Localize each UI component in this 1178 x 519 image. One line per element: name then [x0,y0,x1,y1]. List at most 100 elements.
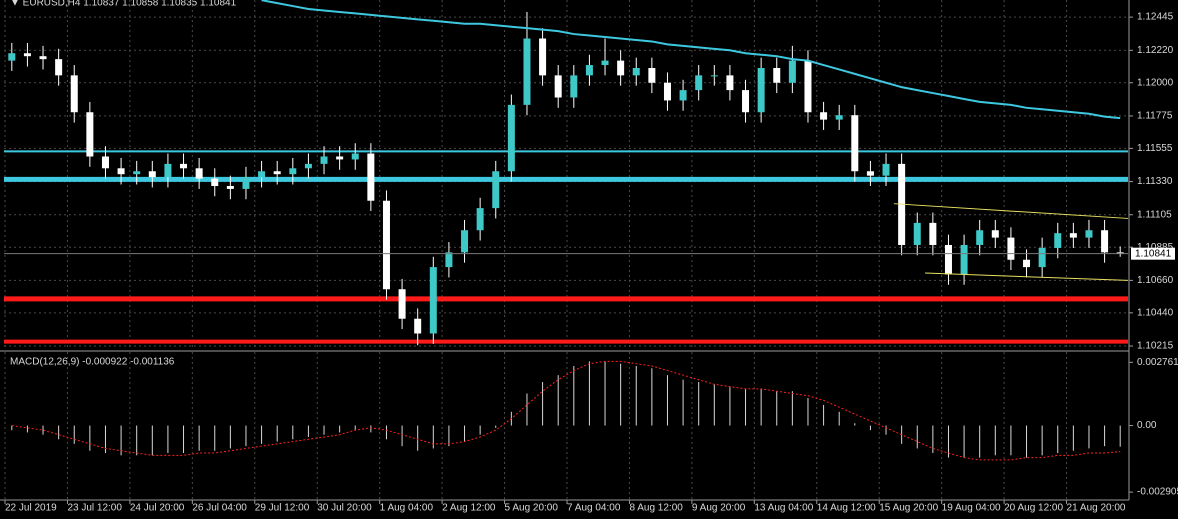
x-tick-label: 7 Aug 04:00 [567,503,621,514]
candle-body [835,115,843,120]
x-tick-label: 29 Jul 12:00 [255,503,310,514]
candle-body [1101,230,1109,253]
candle-body [461,230,469,253]
candle-body [195,168,203,179]
candle-body [101,156,109,169]
candle-body [414,318,422,334]
y-tick-label: 1.12445 [1137,12,1174,23]
candle-body [382,200,390,290]
x-tick-label: 26 Jul 04:00 [192,503,247,514]
candle-body [242,177,250,189]
x-tick-label: 15 Aug 20:00 [879,503,938,514]
candle-body [39,56,47,60]
signal-line [11,360,1121,461]
x-tick-label: 5 Aug 20:00 [505,503,559,514]
candle-body [211,178,219,186]
y-tick-label: 1.11330 [1137,176,1173,187]
candle-body [1007,237,1015,260]
candle-body [539,38,547,76]
candle-body [148,171,156,178]
candle-body [617,60,625,76]
candle-body [773,67,781,83]
x-tick-label: 14 Aug 12:00 [817,503,876,514]
x-tick-label: 23 Jul 12:00 [67,503,122,514]
candle-body [1069,233,1077,238]
candle-body [632,67,640,76]
candle-body [1038,247,1046,268]
candle-body [820,112,828,120]
candle-body [695,75,703,91]
candle-body [336,156,344,160]
moving-average [261,0,1121,120]
x-tick-label: 2 Aug 12:00 [442,503,496,514]
candle-body [710,75,718,77]
candle-body [476,208,484,231]
candle-body [398,289,406,319]
candle-body [913,222,921,245]
candle-body [788,60,796,83]
candle-body [320,156,328,164]
candle-body [86,112,94,157]
x-tick-label: 24 Jul 20:00 [130,503,185,514]
y-tick-label: -0.002905 [1137,487,1178,498]
candle-body [226,185,234,189]
trendline [893,203,1129,219]
candle-body [117,168,125,175]
candle-body [679,90,687,101]
y-tick-label: 1.10885 [1137,242,1174,253]
candle-body [351,153,359,160]
candle-body [23,53,31,57]
candle-body [944,244,952,275]
price-tag [1131,247,1175,260]
y-tick-label: 0.002761 [1137,357,1178,368]
candle-body [523,38,531,105]
y-tick-label: 1.11105 [1137,209,1172,220]
x-tick-label: 1 Aug 04:00 [380,503,434,514]
candle-body [507,104,515,172]
candle-body [304,163,312,169]
candle-body [851,115,859,172]
indicator-title: MACD(12,26,9) -0.000922 -0.001136 [10,357,175,368]
candle-body [8,53,16,61]
candle-body [367,153,375,201]
candle-body [133,171,141,175]
candle-body [164,163,172,178]
y-tick-label: 1.12000 [1137,77,1174,88]
candle-body [1023,259,1031,268]
candle-body [991,230,999,238]
x-tick-label: 8 Aug 12:00 [629,503,683,514]
y-tick-label: 1.12220 [1137,45,1174,56]
candle-body [570,75,578,98]
x-tick-label: 19 Aug 04:00 [942,503,1001,514]
y-tick-label: 1.10660 [1137,275,1174,286]
candle-body [866,171,874,176]
candle-body [289,168,297,175]
candle-body [1054,233,1062,248]
trendline [925,272,1129,281]
y-tick-label: 1.11555 [1137,143,1173,154]
candle-body [726,75,734,91]
chart-header: ▼ EURUSD,H4 1.10837 1.10858 1.10835 1.10… [10,0,237,9]
candle-body [180,163,188,169]
candle-body [804,60,812,113]
candle-body [663,82,671,101]
x-tick-label: 30 Jul 20:00 [317,503,372,514]
candle-body [55,59,63,76]
candle-body [492,171,500,209]
y-tick-label: 1.11775 [1137,111,1173,122]
x-tick-label: 9 Aug 20:00 [692,503,746,514]
candle-body [929,222,937,245]
y-tick-label: 1.10440 [1137,307,1174,318]
x-tick-label: 21 Aug 20:00 [1067,503,1126,514]
candle-body [757,67,765,113]
candle-body [258,171,266,178]
y-tick-label: 0.00 [1137,420,1157,431]
candle-body [554,75,562,98]
y-tick-label: 1.10215 [1137,341,1174,352]
candle-body [882,163,890,176]
candle-body [273,171,281,175]
candle-body [960,244,968,275]
candle-body [1085,230,1093,238]
candle-body [648,67,656,83]
